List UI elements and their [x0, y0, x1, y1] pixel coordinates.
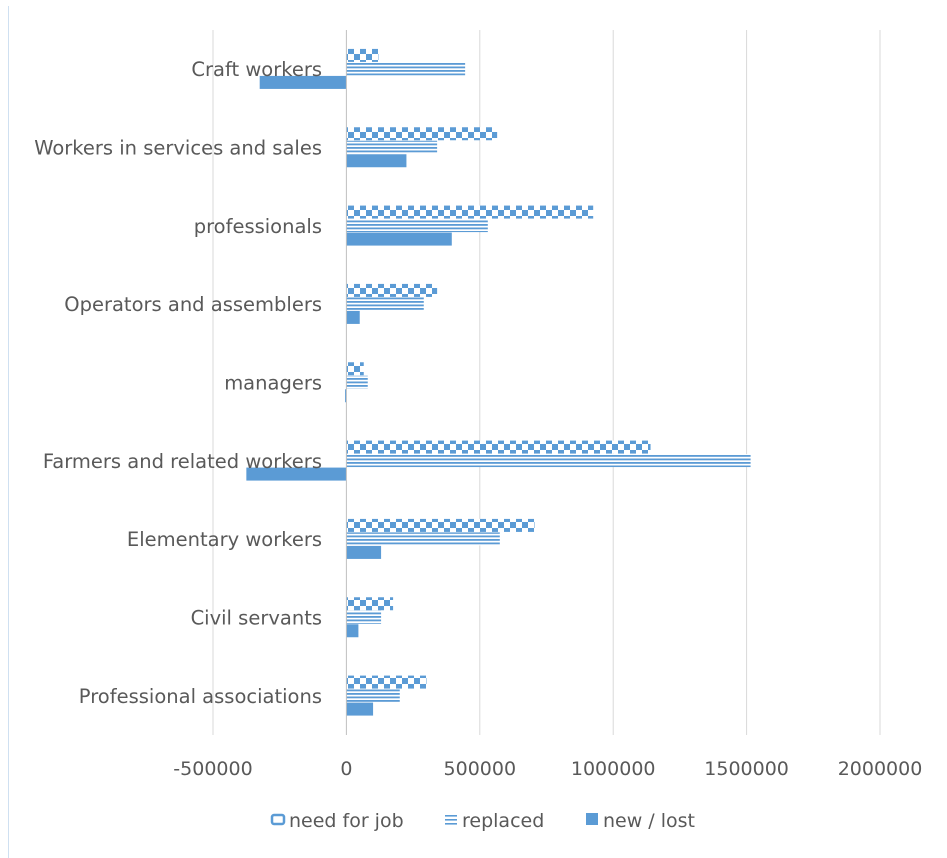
bar-replaced-farmers-and-related-workers [346, 454, 751, 468]
category-label: professionals [194, 215, 322, 238]
bar-need-for-job-civil-servants [346, 597, 394, 611]
category-label: Farmers and related workers [43, 450, 322, 473]
bar-replaced-civil-servants [346, 610, 382, 624]
bar-replaced-workers-in-services-and-sales [346, 140, 438, 154]
bar-new-lost-craft-workers [259, 75, 347, 89]
x-tick-label: -500000 [173, 758, 252, 780]
x-tick-label: 2000000 [838, 758, 923, 780]
legend-item-new-lost: new / lost [586, 810, 695, 832]
bar-need-for-job-craft-workers [346, 48, 379, 62]
gridlines [212, 30, 881, 735]
x-tick-labels: -500000 0 500000 1000000 1500000 2000000 [173, 758, 922, 780]
category-label: Professional associations [79, 685, 322, 708]
bar-replaced-elementary-workers [346, 532, 500, 546]
bar-need-for-job-professional-associations [346, 675, 427, 689]
bars [246, 48, 751, 716]
bar-replaced-professionals [346, 219, 488, 233]
category-label: Operators and assemblers [64, 293, 322, 316]
bar-replaced-professional-associations [346, 689, 400, 703]
legend: need for job replaced new / lost [270, 810, 695, 832]
bar-new-lost-elementary-workers [346, 545, 382, 559]
x-tick-label: 500000 [444, 758, 517, 780]
category-label: managers [224, 372, 322, 395]
bar-new-lost-operators-and-assemblers [346, 310, 360, 324]
x-tick-label: 1500000 [704, 758, 789, 780]
category-label: Workers in services and sales [34, 137, 322, 160]
bar-new-lost-professional-associations [346, 702, 374, 716]
legend-label: replaced [462, 810, 544, 832]
bar-need-for-job-farmers-and-related-workers [346, 440, 651, 454]
legend-swatch [586, 813, 598, 825]
bar-replaced-craft-workers [346, 62, 466, 76]
bar-need-for-job-professionals [346, 205, 594, 219]
bar-new-lost-farmers-and-related-workers [246, 467, 347, 481]
legend-label: need for job [289, 810, 404, 832]
category-label: Craft workers [191, 58, 322, 81]
x-tick-label: 1000000 [571, 758, 656, 780]
bar-need-for-job-managers [346, 362, 364, 376]
x-tick-label: 0 [340, 758, 352, 780]
bar-need-for-job-workers-in-services-and-sales [346, 127, 498, 141]
bar-replaced-operators-and-assemblers [346, 297, 424, 311]
legend-swatch [445, 815, 457, 825]
category-label: Civil servants [191, 607, 322, 630]
bar-new-lost-managers [345, 389, 347, 403]
bar-new-lost-civil-servants [346, 624, 359, 638]
legend-item-replaced: replaced [445, 810, 544, 832]
legend-item-need-for-job: need for job [270, 810, 404, 832]
category-label: Elementary workers [127, 528, 322, 551]
legend-swatch [270, 813, 286, 826]
bar-replaced-managers [346, 375, 368, 389]
legend-label: new / lost [603, 810, 695, 832]
category-labels: Craft workers Workers in services and sal… [34, 58, 322, 708]
bar-new-lost-workers-in-services-and-sales [346, 154, 407, 168]
bar-need-for-job-elementary-workers [346, 518, 535, 532]
left-border-line [8, 6, 9, 858]
bar-new-lost-professionals [346, 232, 452, 246]
bar-need-for-job-operators-and-assemblers [346, 283, 438, 297]
